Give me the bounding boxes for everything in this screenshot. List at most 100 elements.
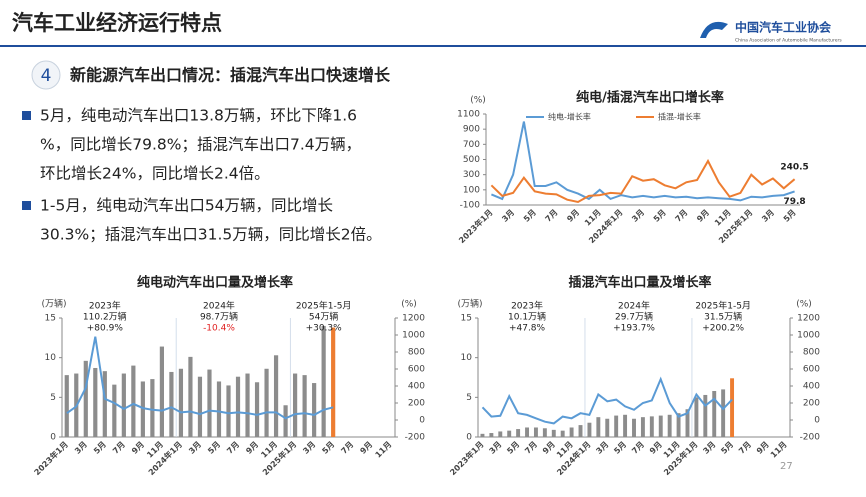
bar <box>264 368 269 437</box>
bar <box>587 422 592 437</box>
chart-title: 纯电动汽车出口量及增长率 <box>137 275 293 291</box>
bar <box>150 379 155 437</box>
y2-axis-label: (%) <box>796 300 812 310</box>
x-tick-label: 2023年1月 <box>32 439 70 477</box>
bar <box>676 413 681 437</box>
bar <box>64 375 69 437</box>
x-tick-label: 3月 <box>73 440 89 456</box>
bar <box>331 327 336 437</box>
y2-tick-label: 400 <box>408 382 425 392</box>
bar <box>614 415 619 437</box>
bar <box>525 427 529 437</box>
y-tick-label: 0 <box>466 433 472 443</box>
bar <box>188 356 193 437</box>
bullet-text: 30.3%；插混汽车出口31.5万辆，同比增长2倍。 <box>40 226 382 244</box>
bar <box>605 418 610 437</box>
y-axis-label: (万辆) <box>457 298 482 310</box>
bar <box>498 431 503 437</box>
y-tick-label: 10 <box>461 353 473 363</box>
y2-tick-label: 0 <box>419 416 425 426</box>
y-tick-label: 1100 <box>457 110 480 120</box>
x-tick-label: 3月 <box>187 440 203 456</box>
annotation: 2024年 <box>618 300 650 312</box>
bullet-marker <box>22 111 31 120</box>
x-tick-label: 9月 <box>358 440 374 456</box>
bullet-text: 环比增长24%，同比增长2.4倍。 <box>40 165 270 183</box>
x-tick-label: 7月 <box>630 440 646 456</box>
x-tick-label: 3月 <box>701 440 717 456</box>
annotation: 29.7万辆 <box>615 311 653 323</box>
x-tick-label: 5月 <box>522 208 538 224</box>
annotation: 2023年 <box>89 300 121 312</box>
y2-tick-label: -200 <box>405 433 426 443</box>
x-tick-label: 7月 <box>225 440 241 456</box>
y2-tick-label: 600 <box>408 365 425 375</box>
x-tick-label: 5月 <box>505 440 521 456</box>
bar <box>169 371 174 437</box>
bar <box>507 430 512 437</box>
y-tick-label: 0 <box>50 433 56 443</box>
y2-tick-label: 400 <box>803 382 820 392</box>
bar <box>321 325 326 437</box>
y2-tick-label: 1000 <box>402 331 425 341</box>
bullet-text: %，同比增长79.8%；插混汽车出口7.4万辆， <box>40 136 361 154</box>
page-number: 27 <box>780 461 793 472</box>
bar <box>489 433 494 437</box>
annotation: 110.2万辆 <box>83 311 127 323</box>
chart-title: 插混汽车出口量及增长率 <box>568 275 711 291</box>
y-tick-label: 5 <box>50 393 56 403</box>
x-tick-label: 3月 <box>760 208 776 224</box>
data-label: 79.8 <box>783 197 805 207</box>
bar <box>712 390 717 437</box>
line <box>66 336 334 420</box>
bullet-marker <box>22 201 31 210</box>
x-tick-label: 9月 <box>130 440 146 456</box>
chart-title: 纯电/插混汽车出口增长率 <box>576 90 724 106</box>
bar <box>730 378 735 437</box>
bar <box>623 414 628 437</box>
x-tick-label: 5月 <box>719 440 735 456</box>
annotation: +47.8% <box>509 324 546 334</box>
bar <box>632 418 636 437</box>
y-tick-label: 300 <box>463 170 480 180</box>
data-label: 240.5 <box>780 163 808 173</box>
y-axis-label: (万辆) <box>41 298 66 310</box>
line <box>490 158 796 204</box>
y2-tick-label: 200 <box>408 399 425 409</box>
x-tick-label: 7月 <box>523 440 539 456</box>
bar <box>254 382 260 437</box>
bar <box>551 429 556 437</box>
bar <box>721 389 726 437</box>
annotation: 2023年 <box>511 300 543 312</box>
bar <box>542 428 547 437</box>
bar <box>480 433 485 437</box>
bar <box>197 376 203 437</box>
x-tick-label: 3月 <box>488 440 504 456</box>
bar <box>245 373 250 437</box>
y-tick-label: 900 <box>463 125 480 135</box>
annotation: 2024年 <box>203 300 235 312</box>
y2-tick-label: 1000 <box>797 331 820 341</box>
bar <box>131 365 136 437</box>
y-tick-label: 15 <box>461 314 472 324</box>
slide-title: 汽车工业经济运行特点 <box>12 11 222 35</box>
annotation: 2025年1-5月 <box>296 300 352 312</box>
line <box>491 121 795 202</box>
x-tick-label: 9月 <box>695 208 711 224</box>
line <box>481 376 733 425</box>
logo-mark <box>700 21 728 38</box>
y-tick-label: 10 <box>45 353 57 363</box>
x-tick-label: 7月 <box>339 440 355 456</box>
bar <box>649 416 654 437</box>
y2-axis-label: (%) <box>401 300 417 310</box>
annotation: +30.3% <box>306 324 343 334</box>
bar <box>93 367 98 437</box>
x-tick-label: 7月 <box>544 208 560 224</box>
bar <box>302 375 307 437</box>
x-tick-label: 11月 <box>374 440 394 460</box>
bar <box>560 430 565 437</box>
legend-label: 插混-增长率 <box>658 112 701 122</box>
bar <box>658 415 663 437</box>
bar <box>533 427 538 437</box>
bar <box>112 384 117 437</box>
